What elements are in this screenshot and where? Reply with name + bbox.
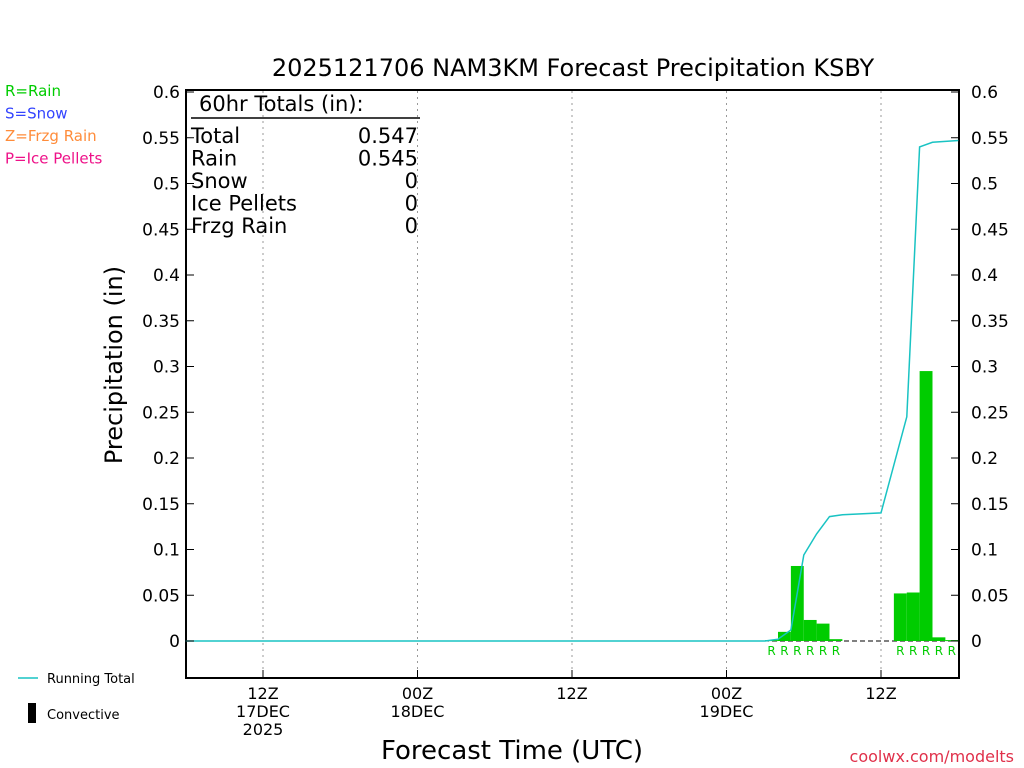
precip-type-marker: R: [806, 644, 814, 658]
y-tick-label-right: 0.4: [971, 266, 998, 286]
precip-bar: [932, 637, 946, 641]
precip-bar: [829, 639, 843, 641]
y-tick-label-left: 0.55: [142, 129, 180, 149]
totals-row-value: 0.545: [358, 147, 418, 171]
y-tick-label-left: 0.05: [142, 586, 180, 606]
precip-type-legend-item: S=Snow: [5, 105, 68, 123]
precip-type-marker: R: [832, 644, 840, 658]
convective-legend-label: Convective: [47, 708, 120, 723]
running-total-line: [185, 139, 959, 642]
x-tick-label: 17DEC: [236, 702, 290, 721]
y-tick-label-left: 0.35: [142, 312, 180, 332]
precip-type-marker: R: [780, 644, 788, 658]
x-tick-label: 12Z: [865, 684, 896, 703]
y-tick-label-right: 0.6: [971, 83, 998, 103]
precip-bar: [816, 623, 830, 641]
precip-bar: [919, 371, 933, 641]
precip-bar: [778, 631, 791, 641]
precip-bar: [906, 592, 920, 641]
precip-type-marker: R: [948, 644, 956, 658]
precip-type-marker: R: [909, 644, 917, 658]
x-tick-label: 00Z: [402, 684, 433, 703]
y-tick-label-left: 0.25: [142, 403, 180, 423]
y-tick-label-right: 0.45: [971, 220, 1009, 240]
y-tick-label-right: 0.05: [971, 586, 1009, 606]
y-axis-label: Precipitation (in): [100, 266, 128, 464]
y-tick-label-right: 0.25: [971, 403, 1009, 423]
y-tick-label-right: 0.2: [971, 449, 998, 469]
precip-type-marker: R: [922, 644, 930, 658]
totals-row-label: Ice Pellets: [191, 192, 297, 216]
x-tick-label: 00Z: [711, 684, 742, 703]
bottom-legend: Running Total Convective: [18, 672, 135, 723]
x-tick-label: 12Z: [247, 684, 278, 703]
precip-type-marker: R: [819, 644, 827, 658]
precip-bar: [893, 593, 907, 641]
x-axis-label: Forecast Time (UTC): [381, 736, 643, 766]
totals-heading: 60hr Totals (in):: [199, 92, 364, 116]
y-tick-label-left: 0.2: [153, 449, 180, 469]
totals-row-value: 0: [405, 214, 418, 238]
bar-group: [765, 371, 959, 642]
x-tick-label: 2025: [243, 720, 284, 739]
precip-bar: [803, 619, 817, 641]
precip-type-marker: R: [793, 644, 801, 658]
y-tick-label-left: 0.4: [153, 266, 180, 286]
y-tick-label-left: 0: [169, 632, 180, 652]
totals-row-label: Frzg Rain: [191, 214, 287, 238]
y-tick-label-left: 0.45: [142, 220, 180, 240]
y-tick-label-right: 0.1: [971, 541, 998, 561]
y-tick-label-right: 0.35: [971, 312, 1009, 332]
precip-type-legend-item: R=Rain: [5, 82, 61, 100]
precip-type-legend-item: Z=Frzg Rain: [5, 127, 97, 145]
y-tick-label-left: 0.5: [153, 175, 180, 195]
precip-type-legend-item: P=Ice Pellets: [5, 150, 102, 168]
convective-legend-swatch: [28, 703, 36, 723]
totals-row-value: 0: [405, 169, 418, 193]
totals-row-value: 0.547: [358, 124, 418, 148]
chart-title: 2025121706 NAM3KM Forecast Precipitation…: [272, 54, 875, 82]
y-tick-label-right: 0.3: [971, 358, 998, 378]
precip-bar: [790, 565, 804, 641]
y-tick-label-left: 0.15: [142, 495, 180, 515]
running-total-legend-label: Running Total: [47, 672, 135, 687]
y-axis-ticks: 0.6 0.6 0.55 0.55 0.5 0.5 0.45 0.45 0.4 0.4 0.35 0.…: [142, 83, 1009, 652]
precip-type-marker: R: [896, 644, 904, 658]
credit-text: coolwx.com/modelts: [850, 747, 1014, 766]
y-tick-label-left: 0.6: [153, 83, 180, 103]
y-tick-label-right: 0: [971, 632, 982, 652]
totals-row-value: 0: [405, 192, 418, 216]
grid-lines: [196, 91, 959, 677]
y-tick-label-left: 0.1: [153, 541, 180, 561]
y-tick-label-right: 0.15: [971, 495, 1009, 515]
x-tick-label: 12Z: [556, 684, 587, 703]
totals-row-label: Rain: [191, 147, 237, 171]
precip-type-marker: R: [767, 644, 775, 658]
y-tick-label-right: 0.55: [971, 129, 1009, 149]
running-total-group: [185, 139, 959, 642]
totals-box: 60hr Totals (in): Total 0.547 Rain 0.545 Sno…: [190, 92, 420, 238]
totals-row-label: Snow: [191, 169, 248, 193]
precip-type-legend: R=Rain S=Snow Z=Frzg Rain P=Ice Pellets: [5, 82, 102, 168]
precip-type-marker: R: [935, 644, 943, 658]
x-tick-label: 19DEC: [700, 702, 754, 721]
totals-row-label: Total: [190, 124, 240, 148]
y-tick-label-right: 0.5: [971, 175, 998, 195]
x-tick-label: 18DEC: [391, 702, 445, 721]
y-tick-label-left: 0.3: [153, 358, 180, 378]
